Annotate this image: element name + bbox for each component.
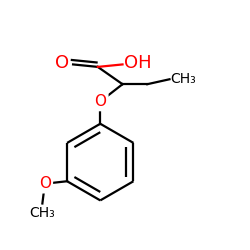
Text: CH₃: CH₃ — [171, 72, 196, 86]
Text: CH₃: CH₃ — [30, 206, 55, 220]
Text: O: O — [55, 54, 70, 72]
Text: O: O — [94, 94, 106, 109]
Text: O: O — [39, 176, 51, 191]
Text: OH: OH — [124, 54, 152, 72]
